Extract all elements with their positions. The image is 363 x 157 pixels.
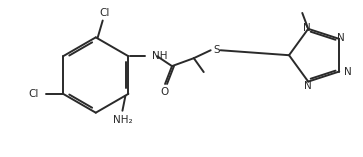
Text: Cl: Cl: [28, 89, 38, 99]
Text: Cl: Cl: [99, 8, 110, 18]
Text: N: N: [304, 81, 312, 91]
Text: N: N: [303, 23, 311, 33]
Text: N: N: [344, 67, 352, 76]
Text: S: S: [213, 45, 220, 55]
Text: NH₂: NH₂: [113, 115, 132, 125]
Text: N: N: [337, 33, 345, 43]
Text: O: O: [160, 87, 168, 97]
Text: NH: NH: [152, 51, 168, 61]
